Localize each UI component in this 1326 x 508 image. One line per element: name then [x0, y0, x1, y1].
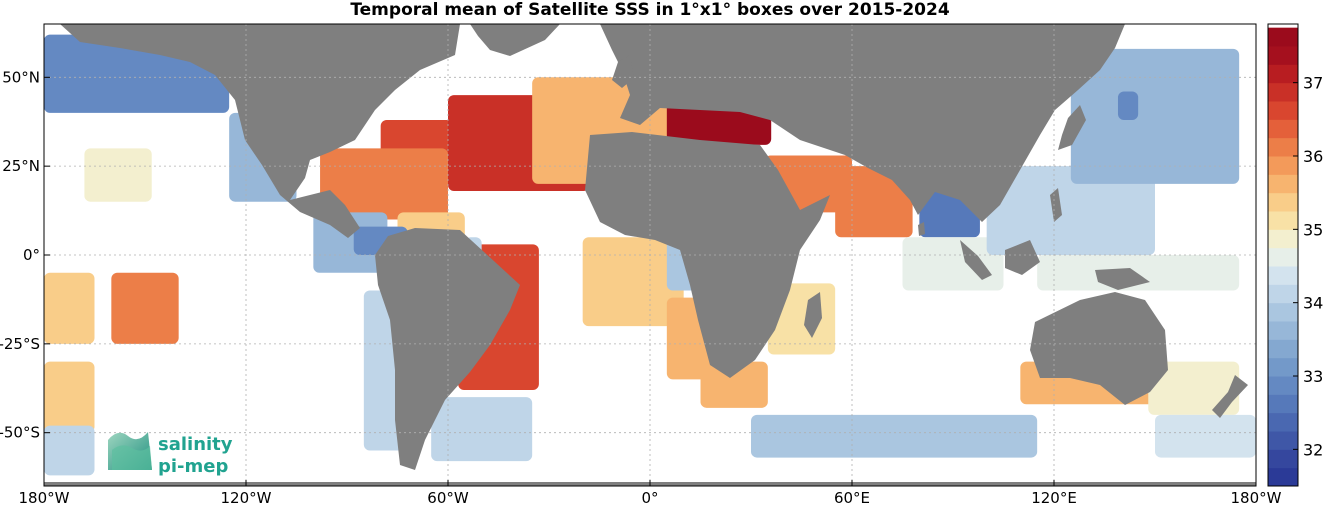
graticule: [44, 24, 1256, 486]
land-indonesia-sumatra: [960, 240, 992, 280]
colorbar-swatch: [1268, 357, 1298, 377]
colorbar-swatch: [1268, 321, 1298, 340]
colorbar-tick-label: 35: [1303, 220, 1323, 239]
colorbar-swatch: [1268, 46, 1298, 65]
x-tick-label: 180°W: [1231, 489, 1282, 507]
colorbar-swatch: [1268, 229, 1298, 249]
colorbar-swatch: [1268, 266, 1298, 285]
land-sri-lanka: [918, 222, 925, 236]
sss-region-21: [1148, 361, 1240, 415]
colorbar-swatch: [1268, 431, 1298, 450]
sss-region-17: [902, 237, 1004, 291]
map-title: Temporal mean of Satellite SSS in 1°x1° …: [350, 0, 950, 20]
colorbar-swatch: [1268, 394, 1298, 414]
colorbar-swatch: [1268, 467, 1298, 487]
sss-region-9: [582, 237, 684, 327]
colorbar-swatch: [1268, 339, 1298, 359]
colorbar-swatch: [1268, 284, 1298, 304]
y-tick-label: 0°: [23, 246, 40, 264]
colorbar-swatch: [1268, 137, 1298, 157]
longitude-axis: 180°W 120°W 60°W 0° 60°E 120°E 180°W: [19, 480, 1282, 507]
colorbar-tick-label: 33: [1303, 367, 1323, 386]
logo-line2: pi-mep: [158, 456, 228, 477]
colorbar-swatch: [1268, 82, 1298, 102]
sss-region-36: [44, 425, 95, 476]
colorbar-tick-label: 36: [1303, 147, 1323, 166]
colorbar-swatch: [1268, 211, 1298, 230]
colorbar-tick-label: 32: [1303, 440, 1323, 459]
y-tick-label: -50°S: [0, 424, 40, 442]
colorbar-swatch: [1268, 101, 1298, 120]
colorbar-frame: [1267, 23, 1299, 487]
sss-region-12: [700, 361, 768, 408]
sss-region-15: [835, 166, 913, 238]
x-tick-label: 60°W: [427, 489, 469, 507]
land-south-america: [375, 228, 520, 470]
latitude-axis: 50°N 25°N 0° -25°S -50°S: [0, 68, 50, 442]
land-indonesia-borneo: [1005, 240, 1040, 275]
colorbar-swatch: [1268, 247, 1298, 267]
sss-region-34: [44, 272, 95, 344]
colorbar-tick-label: 37: [1303, 74, 1323, 93]
colorbar: 32 33 34 35 36 37: [1267, 23, 1323, 487]
sss-region-19: [1037, 255, 1240, 291]
sss-region-22: [1155, 414, 1256, 458]
sss-region-31: [431, 397, 533, 462]
x-tick-label: 0°: [641, 489, 658, 507]
y-tick-label: -25°S: [0, 335, 40, 353]
land-australia: [1030, 292, 1168, 405]
land-africa: [585, 132, 830, 378]
y-tick-label: 50°N: [2, 68, 40, 86]
colorbar-ticks: 32 33 34 35 36 37: [1293, 74, 1323, 459]
sss-region-32: [84, 148, 152, 202]
land-japan: [1058, 105, 1086, 150]
sss-region-23: [751, 414, 1038, 458]
colorbar-swatch: [1268, 156, 1298, 175]
x-tick-label: 180°W: [19, 489, 70, 507]
sss-region-5: [320, 148, 448, 220]
colorbar-swatches: [1268, 27, 1298, 487]
sss-region-25: [1117, 91, 1139, 120]
land-new-zealand: [1212, 375, 1248, 418]
logo-line1: salinity: [158, 434, 233, 455]
colorbar-swatch: [1268, 376, 1298, 395]
sss-region-18: [986, 166, 1155, 255]
x-tick-label: 120°W: [221, 489, 272, 507]
salinity-pi-mep-logo: salinity pi-mep: [108, 432, 233, 477]
land-greenland: [470, 24, 560, 56]
sss-region-24: [1070, 48, 1240, 184]
land-madagascar: [804, 292, 822, 338]
land-new-guinea: [1095, 268, 1150, 290]
colorbar-swatch: [1268, 192, 1298, 212]
x-tick-label: 60°E: [834, 489, 870, 507]
colorbar-swatch: [1268, 412, 1298, 432]
colorbar-swatch: [1268, 64, 1298, 84]
y-tick-label: 25°N: [2, 157, 40, 175]
colorbar-tick-label: 34: [1303, 294, 1323, 313]
sss-region-33: [111, 272, 179, 344]
colorbar-swatch: [1268, 27, 1298, 47]
x-tick-label: 120°E: [1031, 489, 1077, 507]
colorbar-swatch: [1268, 449, 1298, 469]
sss-region-35: [44, 361, 95, 433]
land-eurasia: [600, 24, 1125, 222]
colorbar-swatch: [1268, 302, 1298, 322]
colorbar-swatch: [1268, 119, 1298, 139]
land-philippines: [1050, 188, 1062, 222]
colorbar-swatch: [1268, 174, 1298, 194]
land-uk-ireland: [612, 55, 634, 88]
